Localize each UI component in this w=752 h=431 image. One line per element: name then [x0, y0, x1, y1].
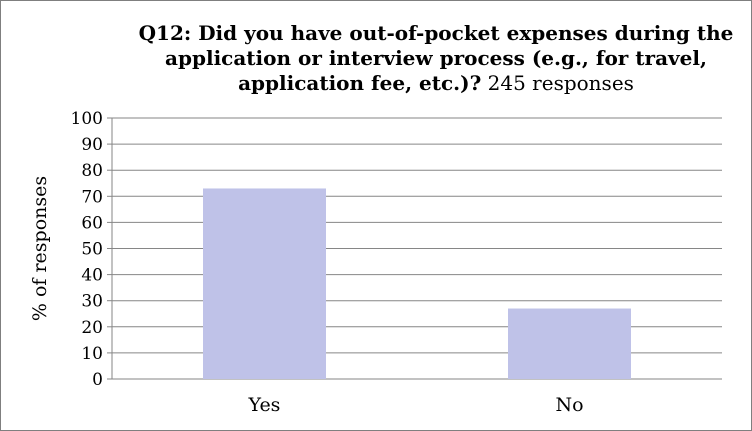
y-tick-label-30: 30 — [81, 292, 103, 312]
y-tick-label-0: 0 — [92, 370, 103, 390]
y-tick-label-90: 90 — [81, 135, 103, 155]
y-tick-label-20: 20 — [81, 318, 103, 338]
x-category-label-no: No — [555, 394, 583, 416]
y-tick-label-100: 100 — [71, 109, 103, 129]
x-category-labels: Yes No — [248, 394, 584, 416]
y-tick-label-80: 80 — [81, 161, 103, 181]
y-tick-labels: 0 10 20 30 40 50 60 70 80 90 100 — [71, 109, 103, 390]
chart-subtitle: 245 responses — [487, 71, 634, 95]
y-tick-label-70: 70 — [81, 187, 103, 207]
x-category-label-yes: Yes — [248, 394, 281, 416]
y-tick-label-10: 10 — [81, 344, 103, 364]
bar-no — [508, 308, 631, 379]
bar-yes — [203, 188, 326, 379]
y-tick-label-40: 40 — [81, 266, 103, 286]
chart-title: Q12: Did you have out-of-pocket expenses… — [121, 21, 751, 96]
y-tick-label-50: 50 — [81, 240, 103, 260]
bars — [203, 188, 631, 379]
y-tick-label-60: 60 — [81, 213, 103, 233]
chart-title-question: Q12: Did you have out-of-pocket expenses… — [138, 21, 734, 95]
y-axis-title: % of responses — [29, 176, 51, 321]
